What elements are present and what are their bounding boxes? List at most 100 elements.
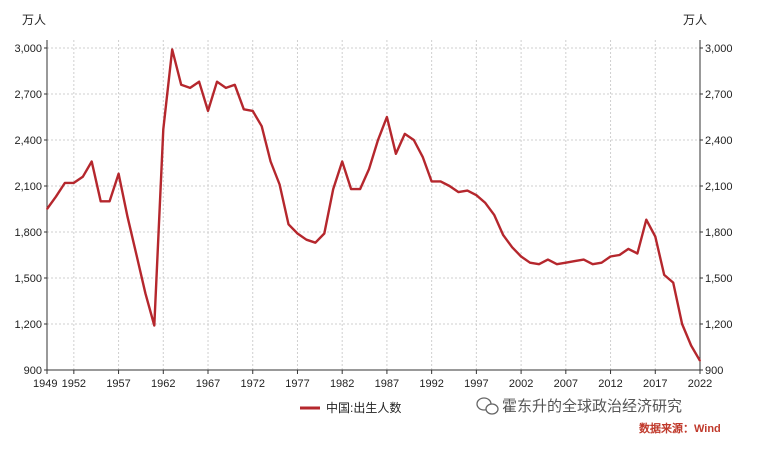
data-point	[296, 232, 299, 235]
x-tick-label: 2022	[688, 378, 712, 390]
y-ticks-right: 900 1,200 1,500 1,800 2,100 2,400 2,700 3,000	[700, 43, 733, 377]
x-tick-label: 1952	[62, 378, 86, 390]
data-point	[73, 182, 75, 184]
data-point	[645, 218, 648, 221]
x-tick-label: 1962	[151, 378, 175, 390]
data-point	[108, 200, 111, 203]
watermark: 霍东升的全球政治经济研究	[476, 397, 682, 415]
data-point	[180, 84, 182, 86]
x-tick-label: 1977	[285, 378, 309, 390]
data-point	[162, 128, 165, 131]
y-tick-label-left: 2,700	[14, 89, 42, 101]
data-point	[135, 254, 138, 256]
y-tick-label-left: 1,200	[14, 319, 42, 331]
data-point	[314, 241, 317, 244]
x-tick-label: 2007	[554, 378, 578, 390]
data-point	[377, 139, 379, 141]
x-tick-label: 2002	[509, 378, 533, 390]
y-tick-label-right: 3,000	[705, 43, 733, 55]
data-point	[681, 323, 683, 325]
data-point	[269, 160, 272, 163]
data-point	[412, 139, 415, 141]
data-point	[46, 208, 48, 210]
data-point	[64, 182, 66, 184]
data-point	[448, 185, 451, 187]
x-tick-label: 2012	[598, 378, 622, 390]
data-point	[591, 263, 594, 266]
y-tick-label-right: 1,800	[705, 227, 733, 239]
data-point	[520, 255, 522, 258]
y-tick-label-right: 2,400	[705, 135, 733, 147]
data-point	[153, 324, 156, 327]
y-tick-label-left: 2,400	[14, 135, 42, 147]
data-point	[359, 188, 361, 190]
data-point	[439, 180, 442, 183]
grid	[47, 40, 701, 370]
data-point	[386, 116, 388, 118]
data-point	[305, 238, 308, 241]
data-point	[663, 274, 666, 276]
data-point	[350, 188, 352, 190]
data-point	[529, 261, 531, 264]
data-point	[538, 263, 540, 266]
data-point	[466, 189, 469, 192]
data-point	[430, 180, 433, 183]
y-tick-label-left: 3,000	[14, 43, 42, 55]
y-tick-label-right: 2,700	[705, 89, 733, 101]
data-point	[609, 255, 612, 258]
data-point	[565, 261, 567, 264]
wechat-icon	[476, 397, 499, 415]
data-point	[81, 176, 84, 178]
x-tick-label: 1957	[106, 378, 130, 390]
data-point	[55, 195, 57, 198]
x-tick-label: 1997	[464, 378, 488, 390]
data-point	[547, 258, 549, 261]
y-unit-left: 万人	[22, 13, 46, 27]
legend-label: 中国:出生人数	[326, 400, 401, 415]
data-point	[242, 108, 245, 111]
data-point	[144, 292, 147, 295]
y-tick-label-left: 2,100	[14, 181, 42, 193]
data-point	[690, 344, 692, 347]
data-point	[278, 183, 281, 186]
data-point	[126, 215, 129, 218]
data-point	[332, 188, 335, 190]
data-point	[198, 80, 200, 83]
data-point	[368, 168, 370, 170]
data-point	[341, 160, 343, 163]
watermark-text: 霍东升的全球政治经济研究	[502, 397, 682, 415]
series-points	[46, 48, 701, 362]
data-point	[260, 125, 263, 127]
y-tick-label-right: 1,200	[705, 319, 733, 331]
series-line-birth-count	[46, 48, 702, 362]
x-ticks: 1949 1952 1957 1962 1967 1972 1977 1982 1987 1992…	[33, 370, 712, 390]
data-point	[234, 84, 236, 86]
data-point	[99, 200, 102, 203]
y-tick-label-left: 1,800	[14, 227, 42, 239]
data-point	[404, 133, 406, 135]
data-point	[117, 172, 120, 175]
data-point	[216, 80, 218, 83]
data-point	[699, 360, 701, 362]
data-point	[484, 202, 487, 204]
x-tick-label: 2017	[643, 378, 667, 390]
x-tick-label: 1987	[375, 378, 399, 390]
legend: 中国:出生人数	[300, 400, 401, 415]
data-point	[475, 194, 478, 196]
data-point	[457, 191, 460, 193]
data-point	[654, 235, 657, 238]
x-tick-label: 1982	[330, 378, 354, 390]
series-layer	[46, 48, 702, 362]
data-point	[323, 232, 326, 235]
y-tick-label-right: 2,100	[705, 181, 733, 193]
source-note: 数据来源：Wind	[639, 421, 721, 435]
x-tick-label: 1972	[240, 378, 264, 390]
data-point	[672, 281, 674, 284]
data-point	[511, 246, 513, 249]
data-point	[421, 156, 424, 158]
data-point	[636, 252, 639, 255]
data-point	[189, 87, 191, 89]
data-point	[207, 110, 209, 112]
y-tick-label-right: 900	[705, 365, 723, 377]
